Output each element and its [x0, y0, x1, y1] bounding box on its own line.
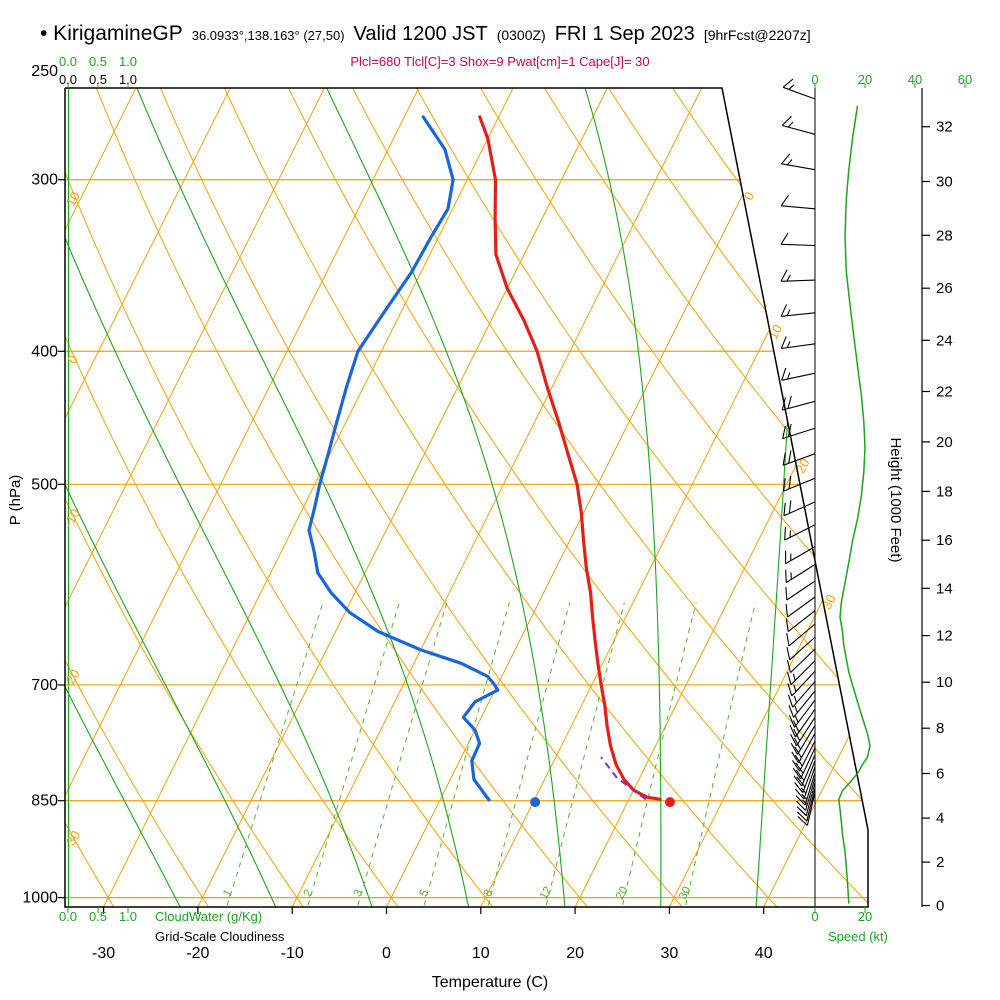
- svg-text:2: 2: [936, 854, 944, 871]
- svg-text:18: 18: [936, 483, 953, 500]
- svg-text:6: 6: [936, 766, 944, 783]
- cloudiness-scale: 0.0 0.5 1.0 Grid-Scale Cloudiness: [59, 72, 285, 944]
- svg-text:40: 40: [755, 945, 773, 962]
- svg-text:0: 0: [936, 898, 944, 915]
- svg-text:-20: -20: [61, 667, 83, 691]
- svg-text:2: 2: [302, 888, 316, 899]
- station-name: • KirigamineGP: [40, 22, 183, 45]
- svg-text:5: 5: [418, 888, 432, 899]
- svg-text:Speed (kt): Speed (kt): [828, 929, 888, 944]
- svg-text:30: 30: [936, 174, 953, 191]
- mixing-ratio-labels: 1 2 3 5 8 12 20 30: [221, 885, 694, 902]
- svg-text:P (hPa): P (hPa): [7, 475, 24, 526]
- svg-text:30: 30: [661, 945, 679, 962]
- svg-text:0: 0: [382, 945, 391, 962]
- valid-time: Valid 1200 JST: [353, 23, 488, 45]
- svg-text:0: 0: [811, 909, 818, 924]
- svg-text:22: 22: [936, 384, 953, 401]
- svg-text:20: 20: [566, 945, 584, 962]
- temperature-axis: -30 -20 -10 0 10 20 30 40 Temperature (C): [92, 907, 773, 991]
- svg-text:28: 28: [936, 227, 953, 244]
- svg-text:-20: -20: [186, 945, 209, 962]
- svg-text:60: 60: [958, 72, 972, 87]
- svg-text:10: 10: [472, 945, 490, 962]
- valid-date: FRI 1 Sep 2023: [554, 23, 695, 45]
- svg-text:400: 400: [31, 343, 58, 360]
- svg-text:20: 20: [614, 885, 631, 902]
- svg-text:1.0: 1.0: [119, 72, 137, 87]
- temperature-curve: [478, 115, 662, 801]
- cloudwater-scale: 0.0 0.0 0.5 0.5 1.0 1.0 CloudWater (g/Kg): [59, 54, 262, 924]
- svg-text:0.5: 0.5: [89, 72, 107, 87]
- dewpoint-curve: [307, 115, 500, 802]
- svg-text:0: 0: [811, 72, 818, 87]
- svg-text:40: 40: [908, 72, 922, 87]
- svg-text:24: 24: [936, 332, 953, 349]
- svg-text:-10: -10: [60, 506, 82, 530]
- svg-text:0.5: 0.5: [89, 54, 107, 69]
- wind-barbs: [780, 78, 816, 826]
- svg-text:1.0: 1.0: [119, 54, 137, 69]
- svg-text:300: 300: [31, 172, 58, 189]
- svg-text:0.0: 0.0: [59, 72, 77, 87]
- svg-text:Plcl=680 Tlcl[C]=3 Shox=9 Pwat: Plcl=680 Tlcl[C]=3 Shox=9 Pwat[cm]=1 Cap…: [350, 54, 649, 69]
- svg-text:250: 250: [31, 63, 58, 80]
- svg-text:20: 20: [858, 909, 872, 924]
- svg-text:500: 500: [31, 476, 58, 493]
- isotherm-grid: [65, 88, 868, 907]
- svg-text:12: 12: [538, 885, 555, 902]
- svg-text:-30: -30: [92, 945, 115, 962]
- pressure-axis: 250 300 400 500 700 850 1000 P (hPa): [7, 63, 65, 907]
- svg-text:700: 700: [31, 677, 58, 694]
- svg-text:26: 26: [936, 280, 953, 297]
- svg-text:16: 16: [936, 532, 953, 549]
- wind-speed-curve: [838, 105, 871, 904]
- svg-text:850: 850: [31, 793, 58, 810]
- svg-text:Grid-Scale Cloudiness: Grid-Scale Cloudiness: [155, 929, 285, 944]
- svg-text:8: 8: [936, 720, 944, 737]
- pressure-gridlines: [65, 179, 868, 899]
- svg-text:12: 12: [936, 628, 953, 645]
- svg-text:CloudWater (g/Kg): CloudWater (g/Kg): [155, 909, 262, 924]
- svg-text:1.0: 1.0: [119, 909, 137, 924]
- svg-text:0.0: 0.0: [59, 909, 77, 924]
- station-coords: 36.0933°,138.163° (27,50): [191, 28, 345, 43]
- surface-temp-dot: [665, 797, 675, 808]
- svg-text:10: 10: [936, 674, 953, 691]
- svg-text:20: 20: [936, 434, 953, 451]
- chart-title: • KirigamineGP 36.0933°,138.163° (27,50)…: [40, 22, 994, 46]
- surface-dewpoint-dot: [530, 797, 541, 808]
- svg-text:0.0: 0.0: [59, 54, 77, 69]
- parcel-curve: [600, 756, 647, 801]
- svg-text:0: 0: [64, 352, 81, 366]
- surface-dots: [530, 797, 675, 808]
- svg-text:1000: 1000: [22, 890, 58, 907]
- forecast-run-info: [9hrFcst@2207z]: [703, 27, 811, 43]
- svg-text:20: 20: [858, 72, 872, 87]
- svg-text:30: 30: [677, 885, 694, 902]
- dry-adiabat-labels: 100-10-20-30: [60, 189, 83, 852]
- svg-text:3: 3: [352, 888, 366, 899]
- svg-text:-10: -10: [281, 945, 304, 962]
- svg-text:8: 8: [482, 888, 496, 899]
- valid-time-utc: (0300Z): [496, 27, 546, 43]
- svg-text:14: 14: [936, 580, 953, 597]
- svg-text:Temperature (C): Temperature (C): [432, 974, 548, 991]
- svg-text:4: 4: [936, 810, 944, 827]
- svg-text:Height (1000 Feet): Height (1000 Feet): [887, 437, 904, 562]
- svg-text:10: 10: [63, 189, 83, 209]
- svg-text:0.5: 0.5: [89, 909, 107, 924]
- mixing-ratio-lines: [220, 602, 756, 907]
- svg-text:1: 1: [221, 888, 235, 899]
- plot-frame: [64, 87, 869, 908]
- svg-text:32: 32: [936, 119, 953, 136]
- params-line: Plcl=680 Tlcl[C]=3 Shox=9 Pwat[cm]=1 Cap…: [350, 54, 649, 69]
- dry-adiabats: [65, 88, 868, 907]
